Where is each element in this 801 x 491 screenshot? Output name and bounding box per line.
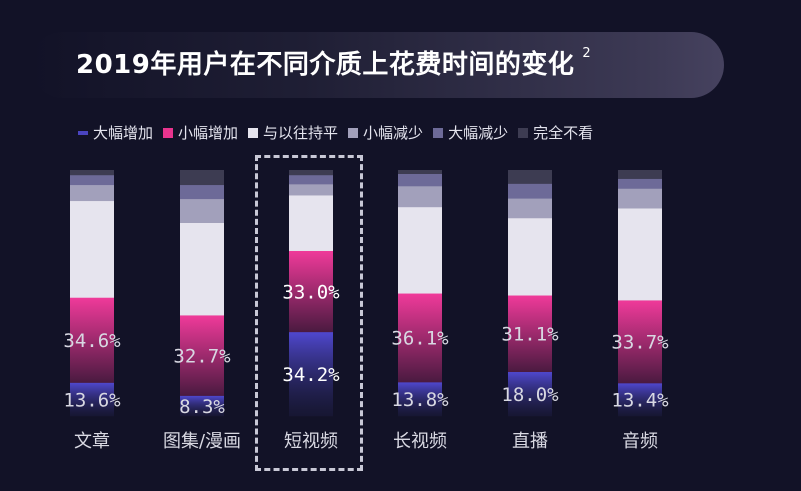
bar-segment: [180, 198, 224, 223]
bar-segment: [180, 222, 224, 316]
bar-segment: [70, 382, 114, 417]
bar-segment: [180, 395, 224, 417]
category-label: 文章: [74, 431, 110, 452]
legend-label: 完全不看: [533, 124, 594, 142]
chart-title: 2019年用户在不同介质上花费时间的变化 2: [76, 44, 591, 81]
legend-item: 完全不看: [518, 122, 593, 143]
category-label: 直播: [512, 431, 548, 452]
legend-swatch: [433, 127, 444, 138]
category-label: 音频: [622, 431, 658, 452]
title-banner: [30, 32, 724, 98]
bar-segment: [180, 315, 224, 396]
bar-segment: [508, 183, 552, 199]
highlight-box: [255, 155, 363, 471]
legend-swatch: [348, 127, 359, 138]
bar-segment: [289, 250, 333, 333]
legend-label: 小幅增加: [178, 124, 239, 142]
category-label: 短视频: [284, 431, 338, 452]
bar-segment: [508, 217, 552, 296]
bar-segment: [508, 371, 552, 417]
data-label: 13.8%: [391, 389, 449, 411]
chart-title-text: 2019年用户在不同介质上花费时间的变化: [76, 50, 575, 80]
legend-item: 大幅增加: [78, 122, 153, 143]
bar-segment: [289, 174, 333, 185]
bar-segment: [398, 185, 442, 208]
legend-swatch: [78, 130, 88, 135]
bar-segment: [618, 170, 662, 179]
legend-item: 小幅减少: [348, 122, 423, 143]
legend-label: 小幅减少: [363, 124, 424, 142]
bar-segment: [180, 184, 224, 200]
bar-segment: [508, 170, 552, 184]
data-label: 34.6%: [63, 330, 121, 352]
bar-segment: [398, 206, 442, 294]
category-label: 长视频: [393, 431, 447, 452]
bar-segment: [618, 383, 662, 417]
bar-segment: [618, 178, 662, 189]
bar-segment: [508, 198, 552, 219]
bar-segment: [70, 184, 114, 202]
data-label: 33.0%: [282, 281, 340, 303]
bar-segment: [70, 297, 114, 383]
data-label: 8.3%: [179, 396, 225, 418]
data-label: 31.1%: [501, 323, 559, 345]
category-label: 图集/漫画: [163, 431, 241, 452]
legend-item: 与以往持平: [248, 122, 338, 143]
bar-segment: [289, 331, 333, 417]
legend-swatch: [248, 127, 259, 138]
legend: 大幅增加 小幅增加 与以往持平 小幅减少 大幅减少 完全不看: [78, 122, 593, 143]
legend-swatch: [518, 127, 529, 138]
bar-segment: [398, 293, 442, 383]
bar-segment: [508, 295, 552, 373]
bar-segment: [618, 300, 662, 384]
title-footnote: 2: [582, 46, 592, 61]
data-label: 18.0%: [501, 384, 559, 406]
bar-segment: [70, 170, 114, 176]
data-label: 13.6%: [63, 389, 121, 411]
data-label: 34.2%: [282, 364, 340, 386]
legend-item: 大幅减少: [433, 122, 508, 143]
bar-segment: [618, 208, 662, 301]
bar-segment: [180, 170, 224, 186]
bar-segment: [289, 170, 333, 176]
bar-segment: [289, 184, 333, 196]
bar-segment: [70, 174, 114, 186]
data-label: 13.4%: [611, 390, 669, 412]
legend-swatch: [163, 127, 174, 138]
legend-label: 大幅减少: [448, 124, 509, 142]
legend-label: 大幅增加: [93, 124, 154, 142]
bar-segment: [398, 173, 442, 187]
data-label: 33.7%: [611, 332, 669, 354]
legend-item: 小幅增加: [163, 122, 238, 143]
bar-segment: [289, 195, 333, 251]
bar-segment: [70, 200, 114, 298]
bar-segment: [398, 170, 442, 174]
data-label: 36.1%: [391, 328, 449, 350]
bar-segment: [398, 382, 442, 417]
bar-segment: [618, 188, 662, 209]
data-label: 32.7%: [173, 345, 231, 367]
legend-label: 与以往持平: [263, 124, 339, 142]
